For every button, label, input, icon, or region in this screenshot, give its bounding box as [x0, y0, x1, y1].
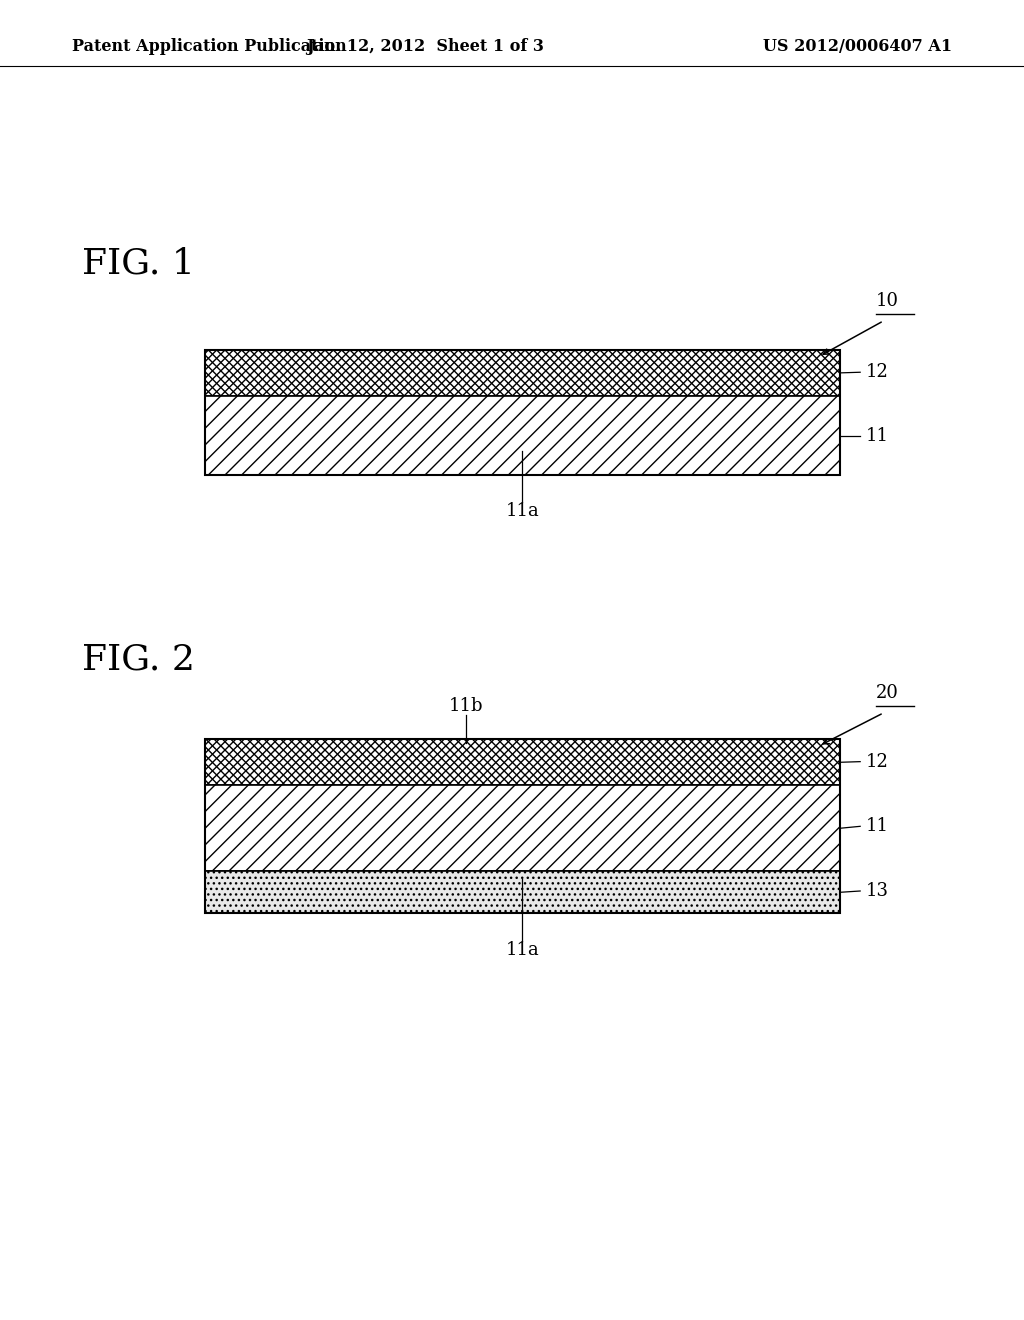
Text: FIG. 2: FIG. 2 [82, 643, 195, 677]
Text: 11a: 11a [506, 941, 539, 960]
Text: 11a: 11a [506, 502, 539, 520]
Bar [205, 396, 840, 475]
Bar [205, 739, 840, 785]
Text: 11: 11 [865, 426, 888, 445]
Bar [205, 739, 840, 785]
Text: FIG. 1: FIG. 1 [82, 247, 195, 281]
Bar [205, 350, 840, 396]
Text: 12: 12 [865, 363, 888, 381]
Bar [205, 350, 840, 475]
Bar [205, 739, 840, 913]
Text: 11b: 11b [449, 697, 483, 715]
Text: Jan. 12, 2012  Sheet 1 of 3: Jan. 12, 2012 Sheet 1 of 3 [306, 38, 544, 54]
Text: 20: 20 [876, 684, 898, 702]
Text: 13: 13 [865, 882, 888, 900]
Text: Patent Application Publication: Patent Application Publication [72, 38, 346, 54]
Text: 12: 12 [865, 752, 888, 771]
Bar [205, 785, 840, 871]
Text: 10: 10 [876, 292, 898, 310]
Text: 11: 11 [865, 817, 888, 836]
Bar [205, 871, 840, 913]
Text: US 2012/0006407 A1: US 2012/0006407 A1 [763, 38, 952, 54]
Bar [205, 350, 840, 396]
